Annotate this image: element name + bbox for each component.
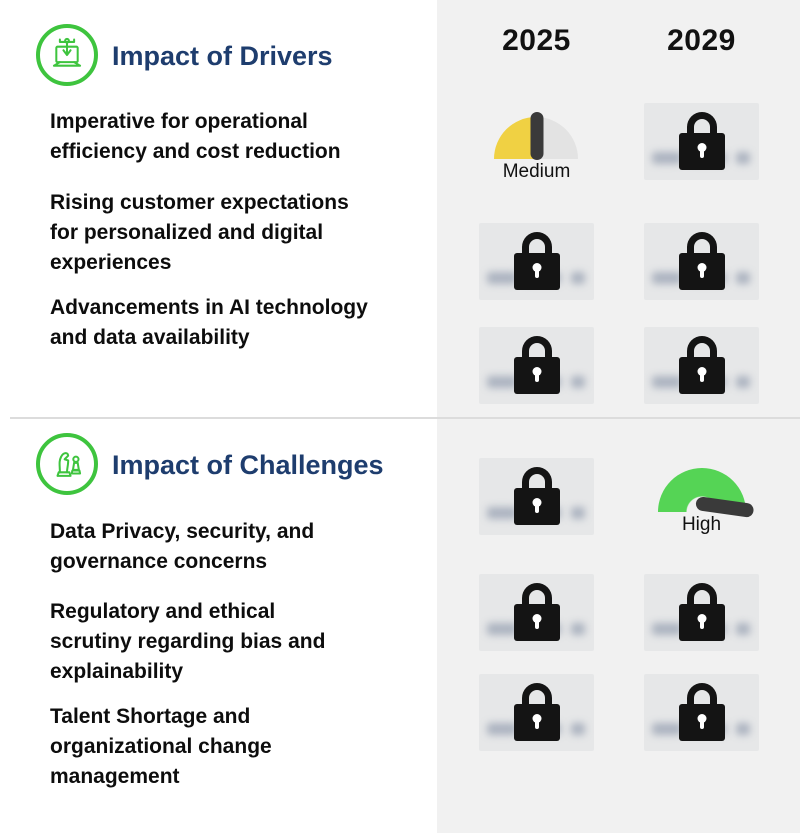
blurred-text: [652, 623, 682, 635]
challenge-item-1: Data Privacy, security, and governance c…: [50, 520, 315, 573]
column-header-2025: 2025: [502, 24, 571, 57]
locked-rating-drivers-r1-2029[interactable]: [644, 103, 759, 180]
blurred-text: [571, 272, 585, 284]
driver-item-2: Rising customer expectations for persona…: [50, 191, 349, 274]
blurred-text: [736, 623, 750, 635]
locked-rating-challenges-r1-2025[interactable]: [479, 458, 594, 535]
column-header-2029: 2029: [667, 24, 736, 57]
blurred-text: [487, 272, 517, 284]
padlock-icon: [479, 223, 594, 300]
blurred-text: [736, 723, 750, 735]
locked-rating-challenges-r3-2025[interactable]: [479, 674, 594, 751]
padlock-icon: [479, 674, 594, 751]
locked-rating-drivers-r2-2025[interactable]: [479, 223, 594, 300]
blurred-text: [736, 376, 750, 388]
gauge-high-challenges-2029: High: [644, 458, 759, 535]
blurred-text: [571, 623, 585, 635]
locked-rating-challenges-r2-2025[interactable]: [479, 574, 594, 651]
blurred-text: [487, 723, 517, 735]
gauge-needle: [530, 112, 543, 160]
blurred-text: [652, 723, 682, 735]
padlock-icon: [479, 458, 594, 535]
padlock-icon: [644, 103, 759, 180]
section-title-drivers: Impact of Drivers: [112, 41, 333, 71]
section-divider: [10, 417, 800, 419]
blurred-text: [487, 376, 517, 388]
gauge-label: Medium: [502, 161, 571, 182]
padlock-icon: [644, 327, 759, 404]
locked-rating-drivers-r2-2029[interactable]: [644, 223, 759, 300]
locked-rating-drivers-r3-2029[interactable]: [644, 327, 759, 404]
gauge-label: High: [681, 514, 722, 535]
challenge-item-2: Regulatory and ethical scrutiny regardin…: [50, 600, 326, 683]
padlock-icon: [479, 327, 594, 404]
chess-strategy-icon: [36, 433, 98, 495]
blurred-text: [571, 723, 585, 735]
blurred-text: [736, 152, 750, 164]
blurred-text: [487, 507, 517, 519]
driver-item-3: Advancements in AI technology and data a…: [50, 296, 368, 349]
padlock-icon: [644, 574, 759, 651]
padlock-icon: [644, 674, 759, 751]
padlock-icon: [644, 223, 759, 300]
blurred-text: [652, 152, 682, 164]
driver-item-1: Imperative for operational efficiency an…: [50, 110, 341, 163]
ai-automation-icon: [36, 24, 98, 86]
padlock-icon: [479, 574, 594, 651]
section-title-challenges: Impact of Challenges: [112, 450, 384, 480]
challenge-item-3: Talent Shortage and organizational chang…: [50, 705, 272, 788]
locked-rating-challenges-r2-2029[interactable]: [644, 574, 759, 651]
blurred-text: [736, 272, 750, 284]
blurred-text: [571, 376, 585, 388]
locked-rating-challenges-r3-2029[interactable]: [644, 674, 759, 751]
blurred-text: [571, 507, 585, 519]
blurred-text: [652, 376, 682, 388]
blurred-text: [652, 272, 682, 284]
blurred-text: [487, 623, 517, 635]
locked-rating-drivers-r3-2025[interactable]: [479, 327, 594, 404]
gauge-medium-drivers-2025: Medium: [479, 103, 594, 182]
